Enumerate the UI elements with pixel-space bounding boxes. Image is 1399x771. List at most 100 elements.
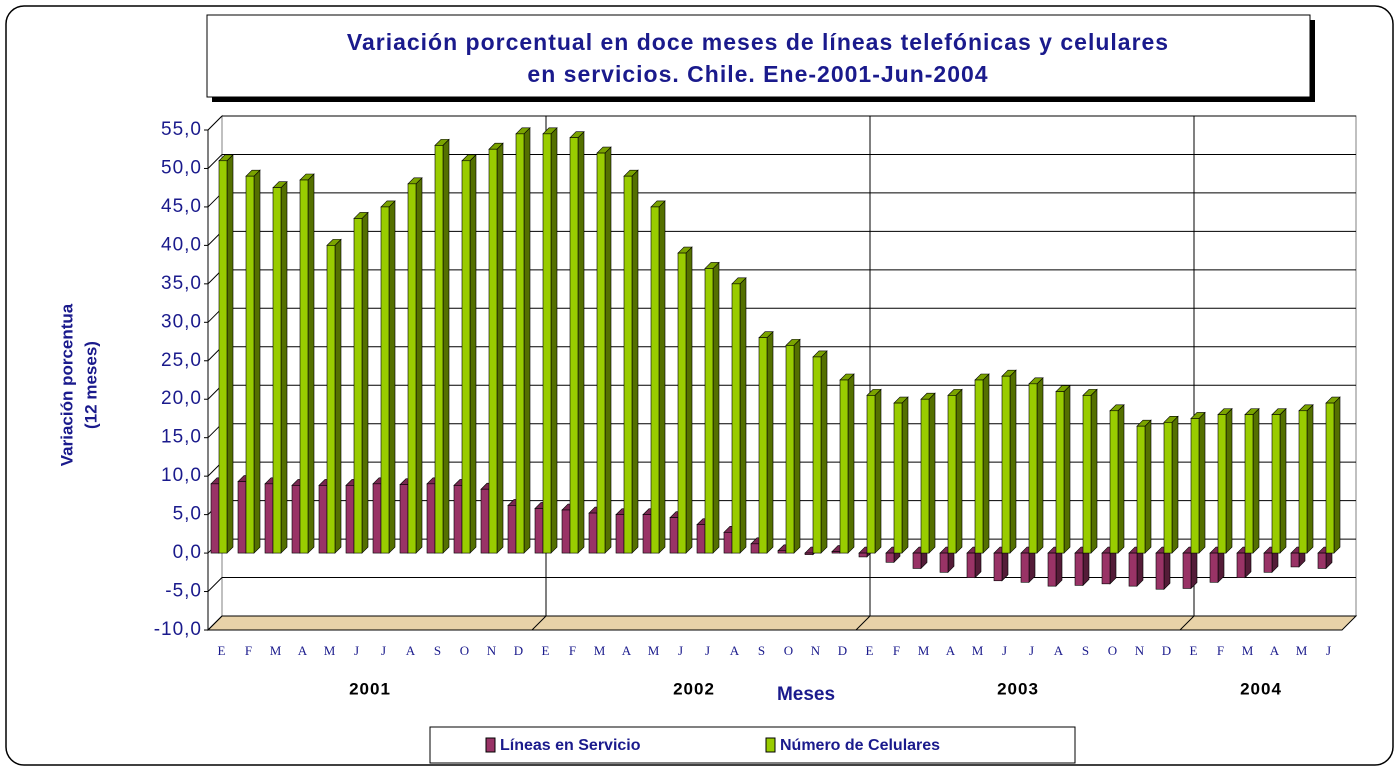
bar-side xyxy=(307,173,315,554)
bar-group xyxy=(326,238,342,554)
bar-group xyxy=(758,330,774,554)
bar-group xyxy=(1244,407,1260,554)
bar xyxy=(1290,552,1300,568)
bar xyxy=(1101,552,1111,585)
bar xyxy=(326,245,336,554)
legend-box xyxy=(429,726,1076,764)
bar xyxy=(1047,552,1057,587)
bar-group xyxy=(1271,407,1287,554)
bar-group xyxy=(812,350,828,554)
bar xyxy=(615,514,625,554)
bar-group xyxy=(1155,546,1171,590)
bar xyxy=(1209,552,1219,583)
bar xyxy=(542,133,552,554)
x-tick-label: E xyxy=(218,643,226,658)
bar xyxy=(966,552,976,578)
x-tick-label: D xyxy=(514,643,523,658)
x-tick-label: J xyxy=(1326,643,1331,658)
bar xyxy=(1082,395,1092,554)
bar-group xyxy=(1128,546,1144,587)
bar-side xyxy=(1090,388,1098,554)
bar xyxy=(299,179,309,554)
bar-group xyxy=(299,173,315,554)
bar xyxy=(723,532,733,554)
bar-group xyxy=(1217,407,1233,554)
bar xyxy=(696,524,706,554)
grid-line xyxy=(207,577,223,592)
bar xyxy=(1190,418,1200,554)
bar-side xyxy=(739,277,747,554)
grid-line xyxy=(207,615,223,631)
grid-line xyxy=(207,154,223,169)
bar-group xyxy=(353,211,369,554)
bar-group xyxy=(623,169,639,554)
x-tick-label: E xyxy=(866,643,874,658)
y-tick-label: -10,0 xyxy=(154,619,202,640)
y-tick-label: 55,0 xyxy=(161,119,202,140)
bar xyxy=(272,187,282,554)
x-tick-label: F xyxy=(569,643,576,658)
legend-label: Número de Celulares xyxy=(780,737,940,754)
x-tick-label: S xyxy=(434,643,441,658)
bar-group xyxy=(704,261,720,554)
bar-group xyxy=(920,392,936,554)
bar xyxy=(912,552,922,569)
x-tick-label: M xyxy=(270,643,282,658)
bar xyxy=(488,148,498,554)
bar-side xyxy=(766,330,774,554)
floor xyxy=(206,615,1358,631)
y-tick-label: 45,0 xyxy=(161,196,202,217)
bar-group xyxy=(839,373,855,554)
bar-side xyxy=(928,392,936,554)
bar xyxy=(777,550,787,554)
bar xyxy=(1263,552,1273,573)
x-tick-label: A xyxy=(298,643,308,658)
bar xyxy=(561,509,571,554)
bar-side xyxy=(280,180,288,554)
y-tick-label: 0,0 xyxy=(173,542,202,563)
x-tick-label: O xyxy=(1108,643,1117,658)
bar-group xyxy=(272,180,288,554)
bar-group xyxy=(1020,546,1036,584)
bar-side xyxy=(955,388,963,554)
y-tick-label: 5,0 xyxy=(173,504,202,525)
bar-group xyxy=(1074,546,1090,587)
x-tick-label: S xyxy=(758,643,765,658)
bar-side xyxy=(361,211,369,554)
chart-title: en servicios. Chile. Ene-2001-Jun-2004 xyxy=(527,61,988,87)
bar-group xyxy=(1190,411,1206,554)
x-tick-label: M xyxy=(648,643,660,658)
year-label: 2002 xyxy=(673,679,715,698)
bar xyxy=(623,175,633,554)
bar-group xyxy=(966,546,982,579)
y-tick-label: 10,0 xyxy=(161,465,202,486)
bar-side xyxy=(658,200,666,554)
grid-line xyxy=(207,115,223,131)
bar xyxy=(947,395,957,554)
x-tick-label: F xyxy=(245,643,252,658)
x-tick-label: A xyxy=(1270,643,1280,658)
x-tick-label: O xyxy=(460,643,469,658)
x-tick-label: A xyxy=(1054,643,1064,658)
bar-group xyxy=(893,396,909,554)
bar xyxy=(407,183,417,554)
bar-side xyxy=(226,154,234,554)
bar-side xyxy=(1333,396,1341,554)
bar-group xyxy=(1209,546,1225,584)
x-tick-label: A xyxy=(622,643,632,658)
bar xyxy=(453,485,463,554)
bar xyxy=(210,483,220,554)
bar-side xyxy=(1144,419,1152,554)
bar-group xyxy=(380,200,396,554)
bar xyxy=(507,505,517,554)
chart-title: Variación porcentual en doce meses de lí… xyxy=(347,29,1169,55)
x-tick-label: A xyxy=(406,643,416,658)
bar xyxy=(1163,422,1173,554)
bar xyxy=(866,395,876,554)
bar xyxy=(1074,552,1084,586)
bar xyxy=(1109,410,1119,554)
year-label: 2001 xyxy=(349,679,391,698)
bar-group xyxy=(947,388,963,554)
bar-group xyxy=(245,169,261,554)
